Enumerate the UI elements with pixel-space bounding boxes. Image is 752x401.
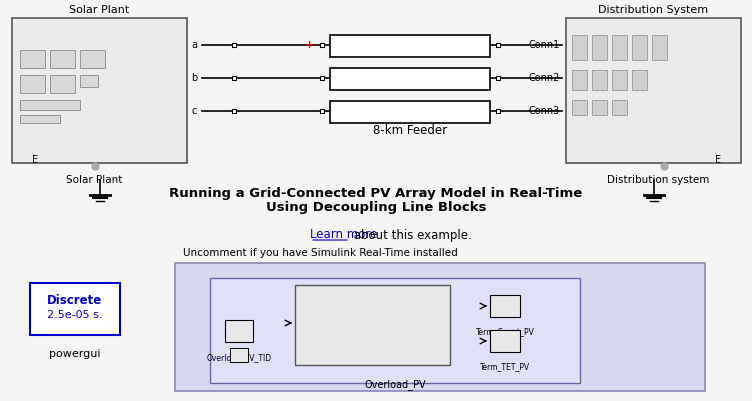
Bar	[20, 100, 80, 110]
Bar	[612, 100, 627, 115]
Bar	[232, 109, 236, 113]
Bar	[572, 35, 587, 60]
Text: b: b	[191, 73, 197, 83]
Text: %: %	[235, 326, 243, 336]
Text: 8-km Feeder: 8-km Feeder	[373, 124, 447, 136]
Bar	[592, 70, 607, 90]
Text: Overload_PV: Overload_PV	[364, 379, 426, 390]
Bar	[50, 50, 75, 68]
Bar	[80, 75, 98, 87]
Text: Discrete: Discrete	[47, 294, 102, 308]
Bar	[496, 43, 500, 47]
Bar	[496, 76, 500, 80]
Text: TID: TID	[303, 318, 318, 328]
Text: Distribution System: Distribution System	[599, 5, 708, 15]
Bar	[592, 100, 607, 115]
Bar	[490, 295, 520, 317]
Text: Term_TET_PV: Term_TET_PV	[480, 362, 530, 371]
Text: Solar Plant: Solar Plant	[66, 175, 123, 185]
Bar	[320, 109, 324, 113]
Bar	[20, 50, 45, 68]
Text: +: +	[305, 40, 314, 50]
Text: SLRT: SLRT	[359, 315, 386, 325]
Text: E: E	[32, 155, 38, 165]
Text: 2.5e-05 s.: 2.5e-05 s.	[47, 310, 103, 320]
Text: Running a Grid-Connected PV Array Model in Real-Time: Running a Grid-Connected PV Array Model …	[169, 187, 583, 200]
Bar	[20, 75, 45, 93]
Text: Distribution system: Distribution system	[608, 175, 710, 185]
Bar	[20, 115, 60, 123]
Bar	[330, 101, 490, 123]
Text: c: c	[191, 106, 196, 116]
Text: Learn more: Learn more	[310, 229, 378, 241]
Text: Count: Count	[415, 306, 442, 314]
Text: Uncomment if you have Simulink Real-Time installed: Uncomment if you have Simulink Real-Time…	[183, 248, 458, 258]
Text: about this example.: about this example.	[350, 229, 472, 241]
Bar	[612, 70, 627, 90]
Bar	[232, 43, 236, 47]
Text: E: E	[715, 155, 721, 165]
Bar	[632, 35, 647, 60]
Bar	[295, 285, 450, 365]
Text: Term_Count_PV: Term_Count_PV	[475, 327, 535, 336]
Bar	[592, 35, 607, 60]
Text: Solar Plant: Solar Plant	[69, 5, 129, 15]
Text: powergui: powergui	[49, 349, 101, 359]
Bar	[80, 50, 105, 68]
Bar	[320, 43, 324, 47]
Text: Conn2: Conn2	[529, 73, 560, 83]
Text: TET: TET	[426, 336, 442, 344]
Bar	[496, 109, 500, 113]
Text: Using Decoupling Line Blocks: Using Decoupling Line Blocks	[265, 201, 487, 214]
Bar	[572, 70, 587, 90]
Bar	[632, 70, 647, 90]
Bar	[330, 68, 490, 90]
Bar	[50, 75, 75, 93]
Bar	[12, 18, 187, 163]
Text: Overload_PV_TID: Overload_PV_TID	[207, 353, 271, 362]
Bar	[232, 76, 236, 80]
Bar	[320, 76, 324, 80]
Bar	[30, 283, 120, 335]
Bar	[330, 35, 490, 57]
Bar	[230, 348, 248, 362]
Bar	[652, 35, 667, 60]
Bar	[210, 278, 580, 383]
Text: %: %	[235, 350, 243, 360]
Bar	[175, 263, 705, 391]
Bar	[566, 18, 741, 163]
Bar	[612, 35, 627, 60]
Text: Overload Options: Overload Options	[327, 330, 418, 340]
Text: Conn1: Conn1	[529, 40, 560, 50]
Bar	[490, 330, 520, 352]
Bar	[572, 100, 587, 115]
Text: a: a	[191, 40, 197, 50]
Bar	[225, 320, 253, 342]
Text: Conn3: Conn3	[529, 106, 560, 116]
